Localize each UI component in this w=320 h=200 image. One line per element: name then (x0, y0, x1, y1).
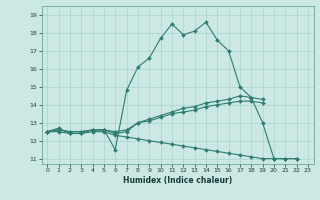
X-axis label: Humidex (Indice chaleur): Humidex (Indice chaleur) (123, 176, 232, 185)
